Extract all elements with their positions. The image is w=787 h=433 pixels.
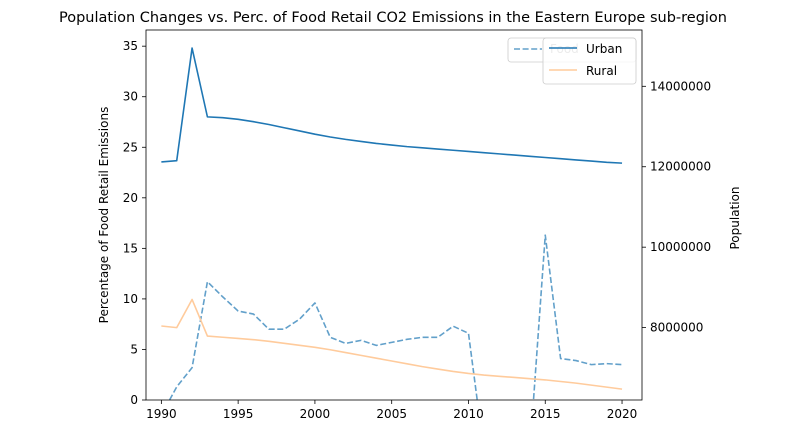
y-axis-left-label: Percentage of Food Retail Emissions bbox=[97, 107, 111, 324]
y-axis-right: 8000000 10000000 12000000 14000000 bbox=[642, 79, 711, 335]
legend-label-rural: Rural bbox=[586, 64, 617, 78]
plot-frame bbox=[145, 29, 643, 401]
y-left-tick-label: 30 bbox=[123, 90, 138, 104]
x-axis: 1990 1995 2000 2005 2010 2015 2020 bbox=[146, 400, 637, 421]
y-left-tick-label: 35 bbox=[123, 39, 138, 53]
plot-background bbox=[146, 30, 642, 400]
series-line-urban bbox=[161, 47, 623, 164]
legend-front: Urban Rural bbox=[542, 37, 637, 85]
y-left-tick-label: 0 bbox=[130, 393, 138, 407]
y-right-tick-label: 10000000 bbox=[650, 240, 711, 254]
plot-area: FoodUrbanRural bbox=[145, 29, 643, 401]
y-axis-left: 0 5 10 15 20 25 30 35 bbox=[123, 39, 146, 407]
x-tick-label: 2010 bbox=[453, 407, 484, 421]
y-left-tick-label: 20 bbox=[123, 191, 138, 205]
x-tick-label: 2000 bbox=[300, 407, 331, 421]
legend-label-urban: Urban bbox=[586, 42, 622, 56]
series-line-food bbox=[168, 234, 623, 400]
x-tick-label: 1990 bbox=[146, 407, 177, 421]
x-tick-label: 2020 bbox=[607, 407, 638, 421]
x-tick-label: 1995 bbox=[223, 407, 254, 421]
y-right-tick-label: 8000000 bbox=[650, 321, 703, 335]
series-line-rural bbox=[161, 298, 623, 390]
y-left-tick-label: 10 bbox=[123, 292, 138, 306]
series-layer bbox=[161, 47, 623, 400]
x-tick-label: 2005 bbox=[376, 407, 407, 421]
legend-front-frame bbox=[542, 37, 637, 85]
y-right-tick-label: 12000000 bbox=[650, 160, 711, 174]
y-left-tick-label: 15 bbox=[123, 241, 138, 255]
legend: FoodUrbanRural bbox=[507, 37, 637, 85]
chart-title: Population Changes vs. Perc. of Food Ret… bbox=[59, 10, 727, 26]
y-right-tick-label: 14000000 bbox=[650, 79, 711, 93]
x-tick-label: 2015 bbox=[530, 407, 561, 421]
y-left-tick-label: 5 bbox=[130, 342, 138, 356]
y-left-tick-label: 25 bbox=[123, 140, 138, 154]
y-axis-right-label: Population bbox=[728, 186, 742, 249]
